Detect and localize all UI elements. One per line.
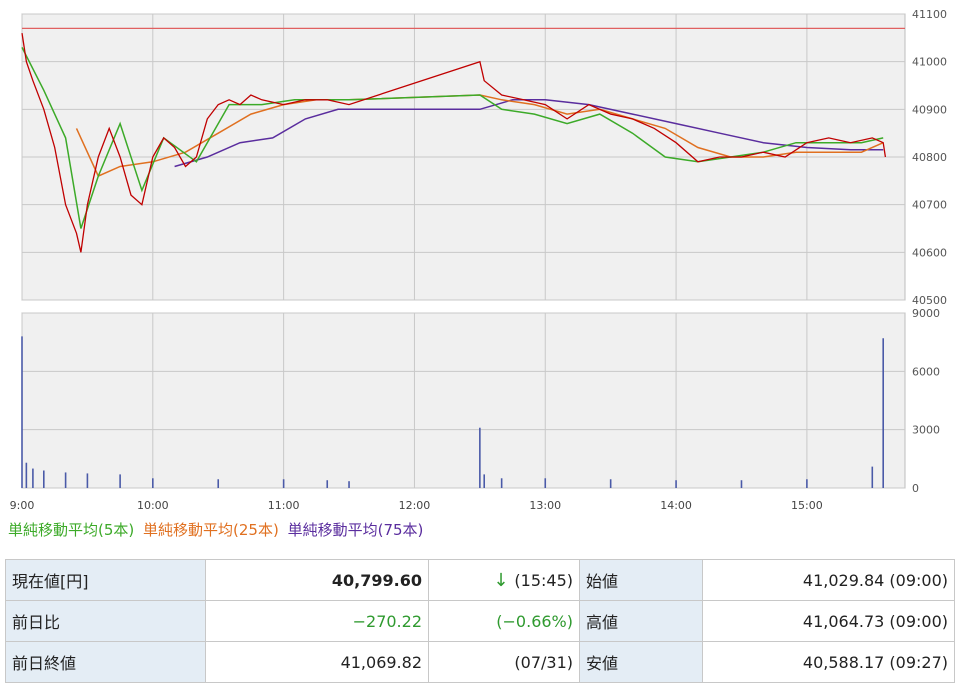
current-label: 現在値[円] — [5, 559, 206, 601]
prevclose-value: 41,069.82 — [205, 641, 429, 683]
ma75-line — [174, 99, 884, 168]
chart-legend: 単純移動平均(5本) 単純移動平均(25本) 単純移動平均(75本) — [8, 519, 427, 540]
table-row: 前日比 −270.22 (−0.66%) 高値 41,064.73 (09:00… — [5, 600, 955, 642]
quote-table: 現在値[円] 40,799.60 ↓ (15:45) 始値 41,029.84 (… — [5, 559, 955, 683]
price-tick-label: 40500 — [912, 294, 947, 307]
time-tick-label: 13:00 — [529, 499, 561, 512]
price-tick-label: 40800 — [912, 151, 947, 164]
prevclose-date: (07/31) — [428, 641, 580, 683]
open-value: 41,029.84 (09:00) — [702, 559, 955, 601]
stock-chart: 41100 41000 40900 40800 40700 40600 40500 9000 6… — [10, 8, 947, 512]
price-tick-label: 41000 — [912, 56, 947, 69]
price-line — [21, 33, 887, 253]
price-tick-label: 41100 — [912, 8, 947, 21]
high-value: 41,064.73 (09:00) — [702, 600, 955, 642]
open-label: 始値 — [579, 559, 703, 601]
table-row: 現在値[円] 40,799.60 ↓ (15:45) 始値 41,029.84 (… — [5, 559, 955, 601]
time-tick-label: 10:00 — [137, 499, 169, 512]
price-tick-label: 40600 — [912, 246, 947, 259]
legend-ma5: 単純移動平均(5本) — [8, 521, 135, 539]
volume-tick-label: 6000 — [912, 365, 940, 378]
volume-tick-label: 0 — [912, 482, 919, 495]
change-value: −270.22 — [205, 600, 429, 642]
table-row: 前日終値 41,069.82 (07/31) 安値 40,588.17 (09:… — [5, 641, 955, 683]
legend-ma25: 単純移動平均(25本) — [143, 521, 279, 539]
legend-ma75: 単純移動平均(75本) — [287, 521, 424, 539]
time-tick-label: 14:00 — [660, 499, 692, 512]
change-label: 前日比 — [5, 600, 206, 642]
time-tick-label: 9:00 — [10, 499, 35, 512]
time-tick-label: 15:00 — [791, 499, 823, 512]
volume-tick-label: 9000 — [912, 307, 940, 320]
ma5-line — [21, 47, 884, 229]
volume-tick-label: 3000 — [912, 424, 940, 437]
current-time: (15:45) — [514, 570, 573, 590]
change-pct: (−0.66%) — [428, 600, 580, 642]
price-tick-label: 40700 — [912, 199, 947, 212]
high-label: 高値 — [579, 600, 703, 642]
price-tick-label: 40900 — [912, 103, 947, 116]
prevclose-label: 前日終値 — [5, 641, 206, 683]
ma25-line — [75, 94, 884, 178]
low-value: 40,588.17 (09:27) — [702, 641, 955, 683]
current-value: 40,799.60 — [205, 559, 429, 601]
low-label: 安値 — [579, 641, 703, 683]
time-tick-label: 12:00 — [399, 499, 431, 512]
time-tick-label: 11:00 — [268, 499, 300, 512]
current-time-cell: ↓ (15:45) — [428, 559, 580, 601]
volume-panel — [21, 312, 906, 489]
down-arrow-icon: ↓ — [493, 569, 509, 591]
